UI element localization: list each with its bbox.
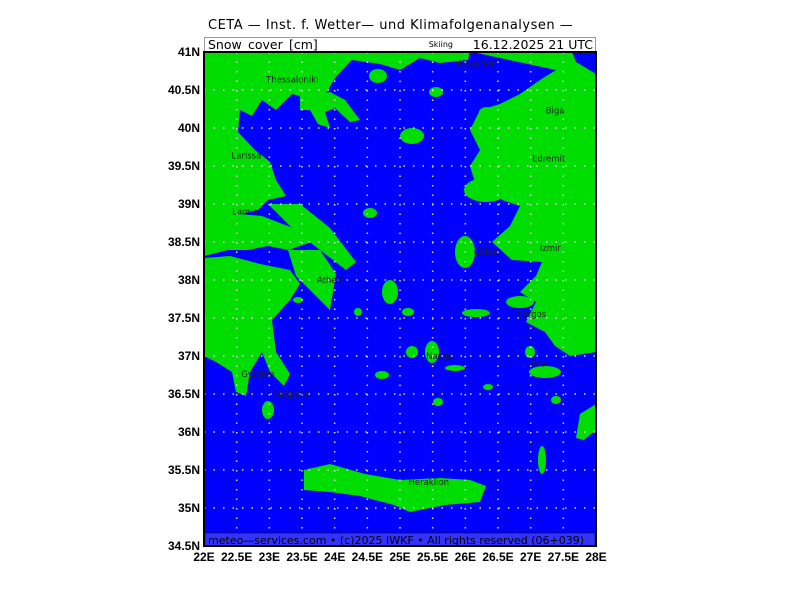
city-label: Alexandr	[457, 59, 495, 69]
x-tick-label: 22E	[193, 550, 214, 564]
y-tick-label: 38N	[178, 273, 200, 287]
copyright-footer: meteo—services.com • (c)2025 IWKF • All …	[208, 534, 584, 547]
turkey	[470, 52, 596, 356]
city-label: Heraklion	[408, 478, 449, 488]
x-tick-label: 24E	[324, 550, 345, 564]
island-lesbos	[464, 178, 508, 202]
attica	[288, 250, 336, 310]
island-lemnos	[400, 128, 424, 144]
x-tick-label: 25.5E	[417, 550, 448, 564]
datetime-label: 16.12.2025 21 UTC	[472, 37, 593, 52]
island-karpathos	[538, 446, 546, 474]
euboea	[268, 204, 356, 270]
y-tick-label: 36.5N	[168, 387, 200, 401]
city-label: Larissa	[231, 151, 261, 161]
city-label: Kos	[531, 360, 546, 370]
city-label: Edremit	[532, 154, 566, 164]
island-naxos	[425, 341, 439, 363]
y-tick-label: 40N	[178, 121, 200, 135]
y-axis-ticks: 41N 40.5N 40N 39.5N 39N 38.5N 38N 37.5N 37N 36.5N…	[168, 45, 200, 553]
island-ikaria	[462, 309, 490, 317]
city-label: Izmir	[540, 244, 562, 254]
city-labels: Thessaloniki Alexandr Biga Edremit Larissa La…	[231, 59, 565, 488]
y-tick-label: 36N	[178, 425, 200, 439]
city-label: Gythion	[241, 370, 274, 380]
island-kea	[354, 308, 362, 316]
island-tilos	[551, 396, 561, 404]
x-tick-label: 24.5E	[352, 550, 383, 564]
x-tick-label: 26E	[455, 550, 476, 564]
y-tick-label: 40.5N	[168, 83, 200, 97]
island-kalymnos	[525, 346, 535, 358]
island-tinos	[402, 308, 414, 316]
peloponnese	[204, 256, 300, 396]
x-axis-ticks: 22E 22.5E 23E 23.5E 24E 24.5E 25E 25.5E 26E 26.5E…	[193, 550, 606, 564]
y-tick-label: 39N	[178, 197, 200, 211]
y-tick-label: 39.5N	[168, 159, 200, 173]
island-skyros	[363, 208, 377, 218]
y-tick-label: 35N	[178, 501, 200, 515]
chalkidiki	[300, 92, 360, 128]
x-tick-label: 27.5E	[548, 550, 579, 564]
y-tick-label: 37.5N	[168, 311, 200, 325]
island-thasos	[369, 69, 387, 83]
y-tick-label: 37N	[178, 349, 200, 363]
city-label: Chios	[474, 248, 498, 258]
island-samothrace	[429, 87, 443, 97]
grid	[204, 52, 596, 546]
city-label: Naxos	[426, 352, 453, 362]
x-tick-label: 22.5E	[221, 550, 252, 564]
crete	[304, 464, 486, 512]
city-label: Biga	[546, 107, 565, 117]
x-tick-label: 23E	[259, 550, 280, 564]
island-kos	[529, 366, 561, 378]
x-tick-label: 27E	[520, 550, 541, 564]
x-tick-label: 28E	[585, 550, 606, 564]
island-amorgos	[445, 365, 465, 371]
island-samos	[506, 296, 534, 308]
map-title: CETA — Inst. f. Wetter— und Klimafolgena…	[208, 18, 574, 33]
y-tick-label: 41N	[178, 45, 200, 59]
island-santorini	[433, 398, 443, 406]
x-tick-label: 25E	[389, 550, 410, 564]
island-paros	[406, 346, 418, 358]
island-astypalea	[483, 384, 493, 390]
overlap-label: Skiing	[428, 40, 453, 49]
city-label: Thessaloniki	[265, 75, 318, 85]
island-rhodes	[576, 404, 596, 440]
island-andros	[382, 280, 398, 304]
island-imbros	[479, 107, 495, 117]
island-kythira	[262, 401, 274, 419]
city-label: Lamia	[232, 208, 258, 218]
x-tick-label: 23.5E	[286, 550, 317, 564]
city-label: Neopolis	[273, 390, 310, 400]
island-aegina	[293, 297, 303, 303]
y-tick-label: 35.5N	[168, 463, 200, 477]
variable-label: Snow_cover_[cm]	[208, 37, 318, 52]
city-label: Pyrgos	[518, 310, 547, 320]
greek-mainland	[204, 52, 470, 256]
map-frame	[203, 51, 597, 547]
island-milos	[375, 371, 389, 379]
y-tick-label: 38.5N	[168, 235, 200, 249]
x-tick-label: 26.5E	[482, 550, 513, 564]
city-label: Athen	[317, 276, 342, 286]
y-tick-label: 34.5N	[168, 539, 200, 553]
